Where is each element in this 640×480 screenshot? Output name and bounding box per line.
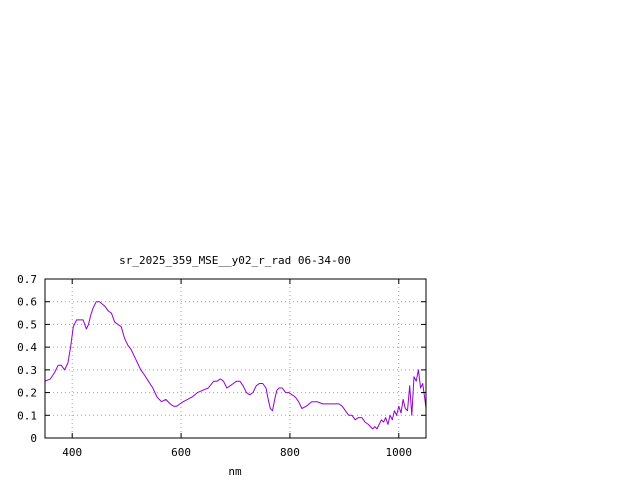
x-axis-label: nm — [228, 465, 242, 478]
y-tick-label: 0.6 — [17, 296, 37, 309]
grid-lines — [45, 279, 426, 438]
x-tick-label: 600 — [171, 446, 191, 459]
x-axis-tick-labels: 400 600 800 1000 — [62, 446, 412, 459]
series-line — [44, 301, 427, 430]
y-tick-label: 0.5 — [17, 318, 37, 331]
y-tick-label: 0.7 — [17, 273, 37, 286]
series-layer — [44, 301, 427, 430]
y-tick-label: 0.2 — [17, 387, 37, 400]
x-tick-label: 400 — [62, 446, 82, 459]
y-tick-label: 0.1 — [17, 409, 37, 422]
axis-ticks — [45, 278, 426, 439]
x-tick-label: 800 — [280, 446, 300, 459]
chart-title: sr_2025_359_MSE__y02_r_rad 06-34-00 — [119, 254, 351, 267]
y-tick-label: 0.4 — [17, 341, 37, 354]
x-tick-label: 1000 — [386, 446, 413, 459]
y-tick-label: 0 — [30, 432, 37, 445]
y-axis-tick-labels: 0 0.1 0.2 0.3 0.4 0.5 0.6 0.7 — [17, 273, 37, 445]
plot-frame — [44, 278, 427, 439]
y-tick-label: 0.3 — [17, 364, 37, 377]
